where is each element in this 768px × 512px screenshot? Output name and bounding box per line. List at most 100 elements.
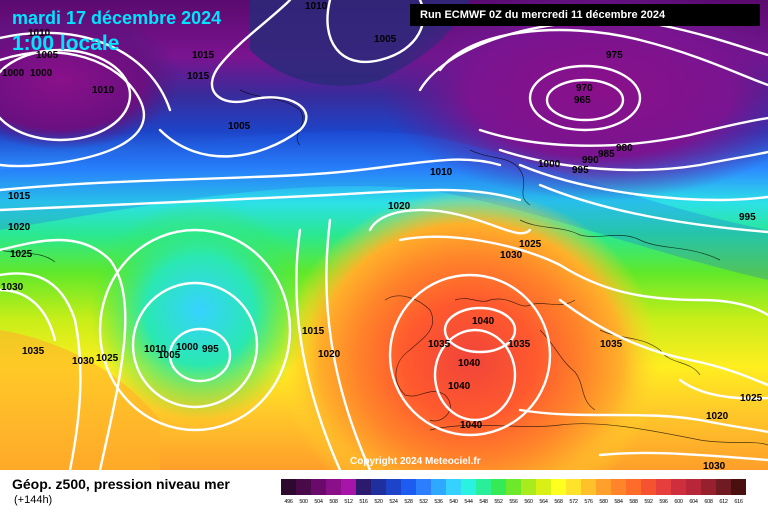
scale-swatch — [296, 479, 311, 495]
scale-swatch — [341, 479, 356, 495]
map-title: Géop. z500, pression niveau mer — [12, 476, 230, 492]
isobar-label: 1030 — [1, 282, 24, 293]
isobar-label: 1040 — [472, 316, 495, 327]
isobar-label: 1020 — [8, 222, 31, 233]
scale-swatch — [281, 479, 296, 495]
isobar-label: 1000 — [538, 159, 561, 170]
isobar-label: 1020 — [706, 411, 729, 422]
isobar-label: 1015 — [187, 71, 210, 82]
scale-swatch — [731, 479, 746, 495]
isobar-label: 1000 — [2, 68, 25, 79]
scale-label: 548 — [479, 499, 488, 505]
scale-label: 604 — [689, 499, 698, 505]
scale-label: 596 — [659, 499, 668, 505]
isobar-label: 1010 — [305, 1, 328, 12]
isobar-label: 965 — [574, 95, 591, 106]
isobar-label: 985 — [598, 149, 615, 160]
copyright: Copyright 2024 Meteociel.fr — [350, 456, 481, 467]
isobar-label: 1030 — [500, 250, 523, 261]
isobar-label: 1005 — [158, 350, 181, 361]
scale-swatch — [671, 479, 686, 495]
scale-label: 508 — [329, 499, 338, 505]
scale-swatch — [641, 479, 656, 495]
isobar-label: 1010 — [28, 28, 51, 39]
isobar-label: 1025 — [96, 353, 119, 364]
scale-swatch — [371, 479, 386, 495]
weather-map: 1010 1010 1005 1000 1000 1015 1015 1010 … — [0, 0, 768, 470]
isobar-label: 1015 — [192, 50, 215, 61]
isobar-label: 1030 — [703, 461, 726, 470]
scale-label: 608 — [704, 499, 713, 505]
isobar-label: 990 — [582, 155, 599, 166]
scale-swatch — [491, 479, 506, 495]
run-info: Run ECMWF 0Z du mercredi 11 décembre 202… — [410, 4, 760, 26]
isobar-label: 1010 — [144, 344, 167, 355]
scale-swatch — [416, 479, 431, 495]
scale-label: 504 — [314, 499, 323, 505]
isobar-label: 995 — [202, 344, 219, 355]
scale-label: 516 — [359, 499, 368, 505]
scale-swatch — [386, 479, 401, 495]
scale-swatch — [521, 479, 536, 495]
color-scale — [281, 479, 746, 495]
scale-label: 544 — [464, 499, 473, 505]
scale-label: 512 — [344, 499, 353, 505]
scale-swatch — [476, 479, 491, 495]
isobar-label: 995 — [739, 212, 756, 223]
scale-label: 612 — [719, 499, 728, 505]
scale-swatch — [581, 479, 596, 495]
legend-footer: Géop. z500, pression niveau mer (+144h) … — [0, 470, 768, 512]
isobar-label: 970 — [576, 83, 593, 94]
scale-swatch — [611, 479, 626, 495]
isobar-label: 1025 — [519, 239, 542, 250]
isobar-label: 1015 — [8, 191, 31, 202]
scale-label: 600 — [674, 499, 683, 505]
isobar-label: 1035 — [600, 339, 623, 350]
scale-label: 564 — [539, 499, 548, 505]
scale-swatch — [626, 479, 641, 495]
scale-label: 556 — [509, 499, 518, 505]
scale-label: 588 — [629, 499, 638, 505]
scale-label: 616 — [734, 499, 743, 505]
isobar-label: 1040 — [460, 420, 483, 431]
scale-label: 524 — [389, 499, 398, 505]
isobar-label: 1000 — [30, 68, 53, 79]
scale-label: 496 — [284, 499, 293, 505]
scale-swatch — [431, 479, 446, 495]
scale-label: 540 — [449, 499, 458, 505]
scale-swatch — [506, 479, 521, 495]
scale-label: 576 — [584, 499, 593, 505]
scale-swatch — [596, 479, 611, 495]
isobar-label: 1010 — [92, 85, 115, 96]
isobar-label: 975 — [606, 50, 623, 61]
scale-swatch — [461, 479, 476, 495]
scale-label: 520 — [374, 499, 383, 505]
isobar-label: 1005 — [228, 121, 251, 132]
isobar-label: 1010 — [430, 167, 453, 178]
isobar-label: 1040 — [458, 358, 481, 369]
forecast-offset: (+144h) — [14, 494, 53, 506]
scale-label: 584 — [614, 499, 623, 505]
scale-label: 552 — [494, 499, 503, 505]
scale-swatch — [356, 479, 371, 495]
forecast-date: mardi 17 décembre 2024 — [12, 8, 222, 28]
isobar-label: 1005 — [36, 50, 59, 61]
scale-swatch — [401, 479, 416, 495]
scale-label: 532 — [419, 499, 428, 505]
isobar-label: 1000 — [176, 342, 199, 353]
scale-label: 568 — [554, 499, 563, 505]
scale-label: 560 — [524, 499, 533, 505]
scale-label: 592 — [644, 499, 653, 505]
scale-label: 536 — [434, 499, 443, 505]
scale-swatch — [716, 479, 731, 495]
color-scale-labels: 496 500 504 508 512 516 520 524 528 532 536 540 544 5… — [281, 499, 746, 505]
scale-swatch — [551, 479, 566, 495]
isobar-label: 1035 — [22, 346, 45, 357]
isobar-label: 1025 — [10, 249, 33, 260]
scale-swatch — [566, 479, 581, 495]
forecast-time: 1:00 locale — [12, 32, 120, 55]
scale-label: 528 — [404, 499, 413, 505]
scale-label: 580 — [599, 499, 608, 505]
isobar-label: 1020 — [318, 349, 341, 360]
scale-label: 572 — [569, 499, 578, 505]
